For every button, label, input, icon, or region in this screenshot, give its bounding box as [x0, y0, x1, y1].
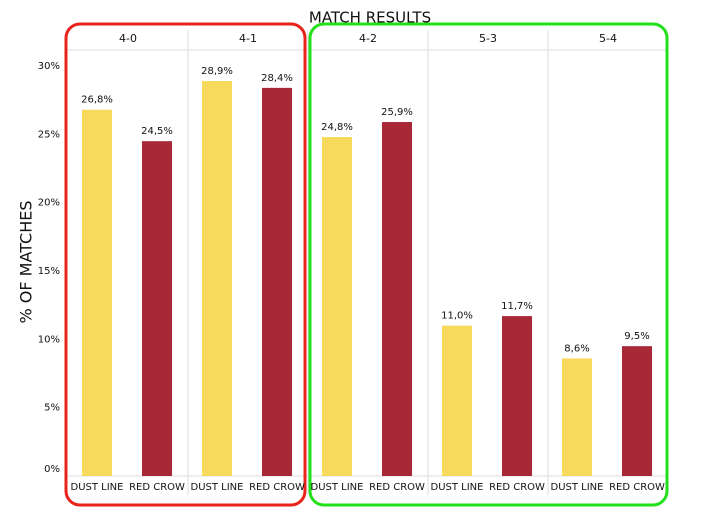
- y-tick-label: 25%: [38, 129, 60, 140]
- x-tick-label: RED CROW: [489, 482, 545, 493]
- group-label: 4-1: [239, 32, 257, 45]
- x-tick-label: DUST LINE: [311, 482, 364, 493]
- data-label: 28,4%: [261, 73, 293, 84]
- data-label: 9,5%: [624, 331, 649, 342]
- data-label: 11,7%: [501, 301, 533, 312]
- data-label: 8,6%: [564, 343, 589, 354]
- x-tick-label: DUST LINE: [431, 482, 484, 493]
- bar: [382, 122, 412, 477]
- highlight-box-green: [308, 22, 669, 507]
- bar: [142, 141, 172, 476]
- bar: [502, 316, 532, 476]
- group-label: 4-2: [359, 32, 377, 45]
- y-tick-label: 5%: [44, 403, 60, 414]
- y-tick-label: 0%: [44, 464, 60, 475]
- data-label: 11,0%: [441, 311, 473, 322]
- bar: [322, 137, 352, 477]
- highlight-box-red: [64, 22, 307, 507]
- y-tick-label: 20%: [38, 198, 60, 209]
- x-tick-label: DUST LINE: [551, 482, 604, 493]
- data-label: 26,8%: [81, 95, 113, 106]
- group-label: 5-3: [479, 32, 497, 45]
- data-label: 24,5%: [141, 126, 173, 137]
- chart-title: MATCH RESULTS: [309, 9, 431, 27]
- bar: [562, 358, 592, 476]
- y-tick-label: 10%: [38, 334, 60, 345]
- bar: [202, 81, 232, 477]
- y-tick-label: 15%: [38, 266, 60, 277]
- x-tick-label: RED CROW: [369, 482, 425, 493]
- y-tick-label: 30%: [38, 61, 60, 72]
- x-tick-label: RED CROW: [609, 482, 665, 493]
- data-label: 24,8%: [321, 122, 353, 133]
- bar: [622, 346, 652, 476]
- x-tick-label: DUST LINE: [71, 482, 124, 493]
- bar: [442, 325, 472, 476]
- bar: [82, 109, 112, 476]
- group-label: 4-0: [119, 32, 137, 45]
- data-label: 25,9%: [381, 107, 413, 118]
- bar: [262, 87, 292, 476]
- x-tick-label: RED CROW: [129, 482, 185, 493]
- group-label: 5-4: [599, 32, 617, 45]
- data-label: 28,9%: [201, 66, 233, 77]
- x-tick-label: DUST LINE: [191, 482, 244, 493]
- y-axis-title: % OF MATCHES: [17, 201, 36, 324]
- x-tick-label: RED CROW: [249, 482, 305, 493]
